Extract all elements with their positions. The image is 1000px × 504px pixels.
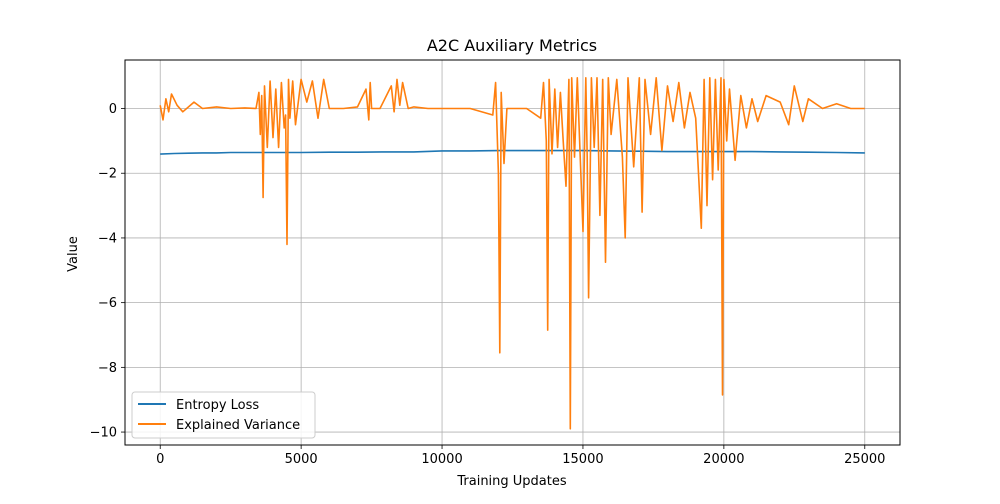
y-tick-label: −8 xyxy=(98,361,117,376)
chart-title: A2C Auxiliary Metrics xyxy=(427,36,597,55)
x-tick-label: 15000 xyxy=(562,452,603,467)
x-tick-label: 0 xyxy=(156,452,164,467)
x-tick-label: 20000 xyxy=(703,452,744,467)
legend: Entropy Loss Explained Variance xyxy=(131,391,316,439)
x-tick-label: 10000 xyxy=(421,452,462,467)
grid-layer xyxy=(125,60,900,445)
series-layer xyxy=(159,77,865,430)
x-tick-label: 5000 xyxy=(285,452,318,467)
x-axis-label: Training Updates xyxy=(456,474,567,489)
y-axis-label: Value xyxy=(66,236,81,272)
series-line-explained-variance xyxy=(159,77,865,430)
plot-frame xyxy=(124,59,901,446)
y-tick-label: −4 xyxy=(98,231,117,246)
y-tick-label: −10 xyxy=(90,426,117,441)
y-tick-label: −6 xyxy=(98,296,117,311)
series-line-entropy-loss xyxy=(160,149,865,155)
y-tick-label: 0 xyxy=(109,102,117,117)
legend-label-entropy-loss: Entropy Loss xyxy=(176,398,259,413)
y-tick-label: −2 xyxy=(98,167,117,182)
tick-layer: 0 5000 10000 15000 20000 25000 0 −2 −4 −6 −8 −10 xyxy=(90,102,886,467)
legend-label-explained-variance: Explained Variance xyxy=(176,418,300,433)
legend-box xyxy=(131,391,316,439)
x-tick-label: 25000 xyxy=(844,452,885,467)
